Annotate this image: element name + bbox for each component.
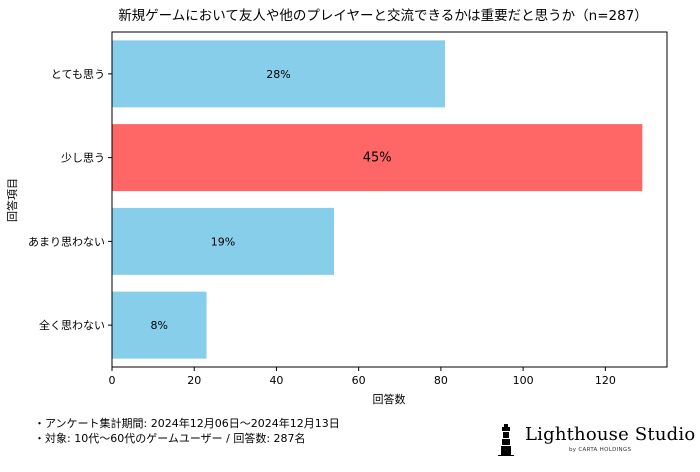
footnote-period: ・アンケート集計期間: 2024年12月06日〜2024年12月13日 [34, 417, 340, 430]
y-axis-label: 回答項目 [5, 178, 19, 222]
y-tick-label-1: とても思う [51, 68, 105, 81]
footnotes: ・アンケート集計期間: 2024年12月06日〜2024年12月13日 ・対象:… [34, 416, 340, 446]
y-tick-label-2: 少し思う [61, 152, 105, 165]
lighthouse-icon [498, 424, 514, 456]
brand-sub: by CARTA HOLDINGS [569, 447, 632, 453]
y-tick-label-3: あまり思わない [28, 235, 105, 248]
bar-data-label-1: 28% [266, 68, 290, 81]
x-tick-label-4: 60 [352, 374, 366, 387]
x-tick-label-2: 20 [187, 374, 201, 387]
chart-title: 新規ゲームにおいて友人や他のプレイヤーと交流できるかは重要だと思うか（n=287… [118, 7, 648, 24]
bar-data-label-3: 19% [211, 235, 235, 248]
x-tick-label-6: 100 [513, 374, 534, 387]
bar-2 [112, 124, 643, 192]
x-tick-label-1: 0 [109, 374, 116, 387]
bar-1 [112, 40, 445, 108]
chart: 新規ゲームにおいて友人や他のプレイヤーと交流できるかは重要だと思うか（n=287… [5, 7, 668, 406]
bar-4 [112, 291, 207, 359]
x-axis-label: 回答数 [373, 392, 406, 406]
bar-3 [112, 207, 334, 275]
plot-frame [111, 31, 668, 368]
x-tick-label-3: 40 [269, 374, 283, 387]
x-tick-label-5: 80 [434, 374, 448, 387]
brand-name: Lighthouse Studio [525, 424, 696, 445]
x-tick-label-7: 120 [595, 374, 616, 387]
bar-data-label-4: 8% [151, 319, 168, 332]
footnote-target: ・対象: 10代〜60代のゲームユーザー / 回答数: 287名 [34, 432, 306, 445]
y-tick-label-4: 全く思わない [39, 318, 105, 332]
brand-logo: Lighthouse Studio by CARTA HOLDINGS [497, 424, 697, 460]
bar-data-label-2: 45% [363, 151, 392, 166]
